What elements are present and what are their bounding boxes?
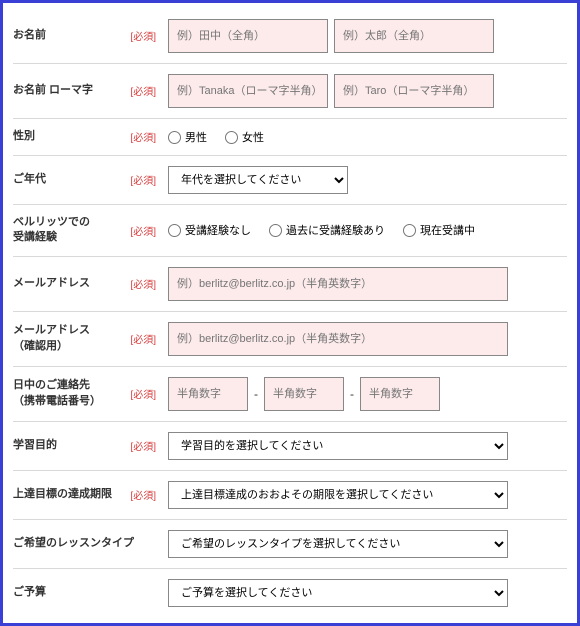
lesson-type-select[interactable]: ご希望のレッスンタイプを選択してください — [168, 530, 508, 558]
row-gender: 性別 [必須] 男性 女性 — [13, 119, 567, 156]
age-select[interactable]: 年代を選択してください — [168, 166, 348, 194]
required-badge: [必須] — [130, 172, 156, 187]
row-lesson-type: ご希望のレッスンタイプ ご希望のレッスンタイプを選択してください — [13, 520, 567, 569]
field-col: ご希望のレッスンタイプを選択してください — [168, 530, 567, 558]
label-experience: ベルリッツでの 受講経験 — [13, 215, 90, 246]
purpose-select[interactable]: 学習目的を選択してください — [168, 432, 508, 460]
radio-exp-current[interactable]: 現在受講中 — [403, 222, 475, 238]
row-email: メールアドレス [必須] — [13, 257, 567, 312]
field-col: 男性 女性 — [168, 129, 567, 145]
required-badge: [必須] — [130, 28, 156, 43]
radio-male-label: 男性 — [185, 129, 207, 145]
field-col: 年代を選択してください — [168, 166, 567, 194]
field-col — [168, 267, 567, 301]
radio-exp-none[interactable]: 受講経験なし — [168, 222, 251, 238]
field-col: - - — [168, 377, 567, 411]
label-name: お名前 — [13, 28, 46, 43]
label-phone: 日中のご連絡先 （携帯電話番号） — [13, 378, 101, 409]
field-col: 学習目的を選択してください — [168, 432, 567, 460]
phone1-input[interactable] — [168, 377, 248, 411]
row-name-roma: お名前 ローマ字 [必須] — [13, 64, 567, 119]
row-experience: ベルリッツでの 受講経験 [必須] 受講経験なし 過去に受講経験あり 現在受講中 — [13, 205, 567, 257]
field-col — [168, 19, 567, 53]
radio-exp-current-label: 現在受講中 — [420, 222, 475, 238]
field-col: ご予算を選択してください — [168, 579, 567, 607]
label-col: ベルリッツでの 受講経験 [必須] — [13, 215, 168, 246]
row-phone: 日中のご連絡先 （携帯電話番号） [必須] - - — [13, 367, 567, 422]
required-badge: [必須] — [130, 386, 156, 401]
required-badge: [必須] — [130, 276, 156, 291]
label-deadline: 上達目標の達成期限 — [13, 487, 112, 502]
row-purpose: 学習目的 [必須] 学習目的を選択してください — [13, 422, 567, 471]
field-col — [168, 74, 567, 108]
required-badge: [必須] — [130, 438, 156, 453]
label-lesson-type: ご希望のレッスンタイプ — [13, 536, 134, 551]
radio-male-input[interactable] — [168, 131, 181, 144]
row-age: ご年代 [必須] 年代を選択してください — [13, 156, 567, 205]
row-email-confirm: メールアドレス （確認用） [必須] — [13, 312, 567, 367]
radio-exp-past-label: 過去に受講経験あり — [286, 222, 385, 238]
required-badge: [必須] — [130, 331, 156, 346]
firstname-input[interactable] — [334, 19, 494, 53]
label-budget: ご予算 — [13, 585, 46, 600]
label-age: ご年代 — [13, 172, 46, 187]
required-badge: [必須] — [130, 83, 156, 98]
label-col: メールアドレス [必須] — [13, 276, 168, 291]
label-email-confirm: メールアドレス （確認用） — [13, 323, 90, 354]
label-col: 学習目的 [必須] — [13, 438, 168, 453]
label-col: ご予算 — [13, 585, 168, 600]
required-badge: [必須] — [130, 129, 156, 144]
row-budget: ご予算 ご予算を選択してください — [13, 569, 567, 617]
label-gender: 性別 — [13, 129, 35, 144]
radio-female-label: 女性 — [242, 129, 264, 145]
field-col — [168, 322, 567, 356]
radio-exp-past-input[interactable] — [269, 224, 282, 237]
row-deadline: 上達目標の達成期限 [必須] 上達目標達成のおおよその期限を選択してください — [13, 471, 567, 520]
label-col: ご希望のレッスンタイプ — [13, 536, 168, 551]
label-col: お名前 [必須] — [13, 28, 168, 43]
radio-male[interactable]: 男性 — [168, 129, 207, 145]
email-input[interactable] — [168, 267, 508, 301]
email-confirm-input[interactable] — [168, 322, 508, 356]
form-container: お名前 [必須] お名前 ローマ字 [必須] 性別 [必須] 男性 女性 ご年代 — [0, 0, 580, 626]
radio-female-input[interactable] — [225, 131, 238, 144]
label-name-roma: お名前 ローマ字 — [13, 83, 93, 98]
phone2-input[interactable] — [264, 377, 344, 411]
dash: - — [254, 387, 258, 401]
label-col: 性別 [必須] — [13, 129, 168, 144]
budget-select[interactable]: ご予算を選択してください — [168, 579, 508, 607]
label-col: 上達目標の達成期限 [必須] — [13, 487, 168, 502]
lastname-roma-input[interactable] — [168, 74, 328, 108]
label-col: お名前 ローマ字 [必須] — [13, 83, 168, 98]
field-col: 受講経験なし 過去に受講経験あり 現在受講中 — [168, 222, 567, 238]
deadline-select[interactable]: 上達目標達成のおおよその期限を選択してください — [168, 481, 508, 509]
radio-exp-none-label: 受講経験なし — [185, 222, 251, 238]
label-purpose: 学習目的 — [13, 438, 57, 453]
label-email: メールアドレス — [13, 276, 90, 291]
required-badge: [必須] — [130, 487, 156, 502]
radio-exp-current-input[interactable] — [403, 224, 416, 237]
label-col: 日中のご連絡先 （携帯電話番号） [必須] — [13, 378, 168, 409]
radio-exp-past[interactable]: 過去に受講経験あり — [269, 222, 385, 238]
phone3-input[interactable] — [360, 377, 440, 411]
radio-female[interactable]: 女性 — [225, 129, 264, 145]
dash: - — [350, 387, 354, 401]
radio-exp-none-input[interactable] — [168, 224, 181, 237]
row-name: お名前 [必須] — [13, 9, 567, 64]
firstname-roma-input[interactable] — [334, 74, 494, 108]
required-badge: [必須] — [130, 223, 156, 238]
label-col: メールアドレス （確認用） [必須] — [13, 323, 168, 354]
field-col: 上達目標達成のおおよその期限を選択してください — [168, 481, 567, 509]
label-col: ご年代 [必須] — [13, 172, 168, 187]
lastname-input[interactable] — [168, 19, 328, 53]
